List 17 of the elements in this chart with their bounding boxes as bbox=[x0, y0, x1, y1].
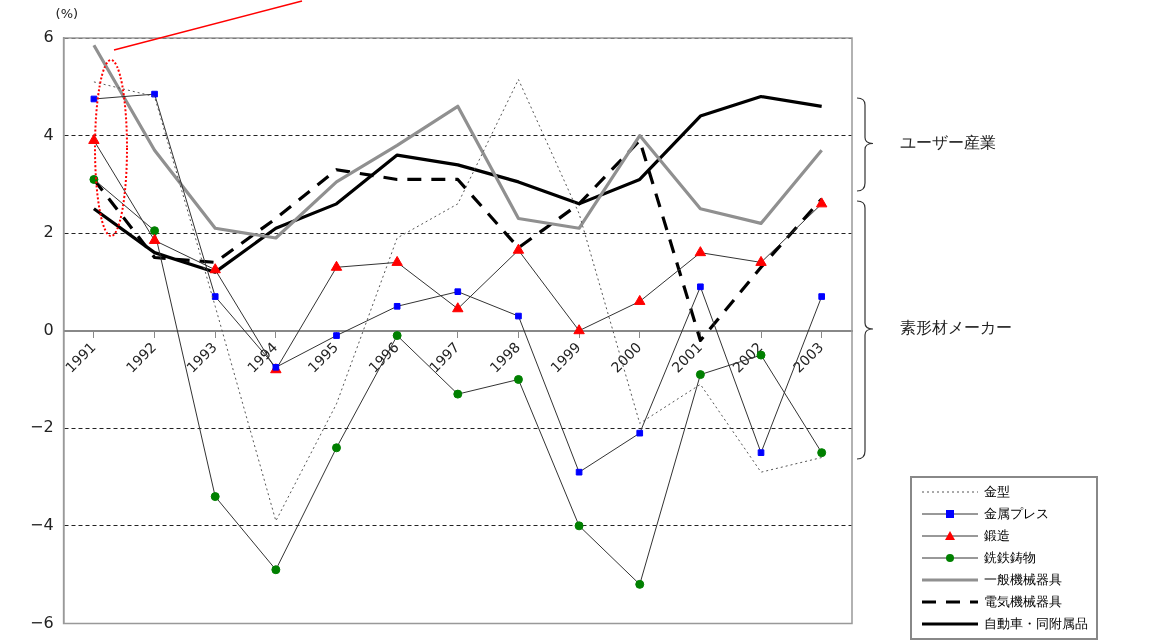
y-tick-label: −4 bbox=[29, 514, 54, 534]
y-tick-label: 0 bbox=[43, 319, 54, 339]
legend-label: 一般機械器具 bbox=[984, 571, 1062, 589]
legend-label: 自動車・同附属品 bbox=[984, 615, 1088, 633]
legend-label: 金属プレス bbox=[984, 505, 1049, 523]
y-axis-title: (%) bbox=[55, 6, 79, 21]
y-tick-label: 2 bbox=[43, 222, 54, 242]
legend-label: 銑鉄鋳物 bbox=[984, 549, 1036, 567]
legend-label: 電気機械器具 bbox=[984, 593, 1062, 611]
text: 素形材メーカー bbox=[900, 318, 1012, 339]
legend-label: 金型 bbox=[984, 483, 1010, 501]
y-tick-label: −6 bbox=[29, 612, 54, 632]
text: ユーザー産業 bbox=[900, 132, 996, 154]
legend-label: 鍛造 bbox=[984, 527, 1010, 545]
y-tick-label: 6 bbox=[43, 27, 54, 47]
y-tick-label: −2 bbox=[29, 417, 54, 437]
y-tick-label: 4 bbox=[43, 124, 54, 144]
